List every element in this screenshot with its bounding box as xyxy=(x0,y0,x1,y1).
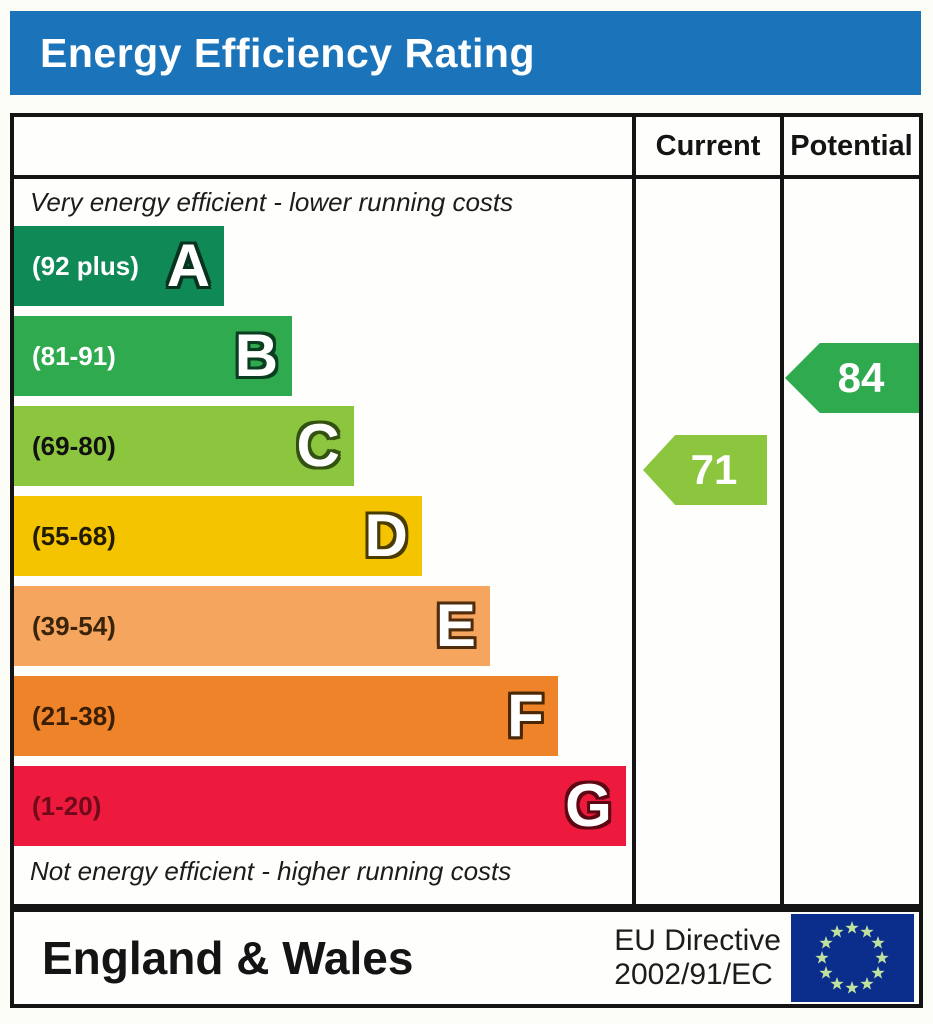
eu-flag-icon xyxy=(791,914,914,1002)
band-d-range: (55-68) xyxy=(32,520,116,551)
rating-scale: Very energy efficient - lower running co… xyxy=(14,179,632,904)
current-rating-arrow: 71 xyxy=(643,435,767,505)
eu-directive-label: EU Directive 2002/91/EC xyxy=(614,924,781,993)
band-a-letter: A xyxy=(166,232,211,299)
potential-rating-arrow: 84 xyxy=(785,343,919,413)
band-f-letter: F xyxy=(507,682,544,749)
top-caption: Very energy efficient - lower running co… xyxy=(30,187,514,217)
band-e: (39-54) E xyxy=(14,586,490,666)
band-e-letter: E xyxy=(435,592,476,659)
epc-rating-chart: Current Potential Very energy efficient … xyxy=(10,113,923,908)
band-g-range: (1-20) xyxy=(32,790,102,821)
band-e-range: (39-54) xyxy=(32,610,116,641)
current-column-header: Current xyxy=(655,129,761,162)
potential-rating-value: 84 xyxy=(837,354,885,401)
column-header-row: Current Potential xyxy=(14,117,919,179)
region-label: England & Wales xyxy=(42,932,414,984)
title-bar: Energy Efficiency Rating xyxy=(10,11,921,95)
eu-directive-line1: EU Directive xyxy=(614,923,781,957)
page-title: Energy Efficiency Rating xyxy=(40,29,536,76)
band-d: (55-68) D xyxy=(14,496,422,576)
band-b-letter: B xyxy=(234,322,279,389)
band-b-range: (81-91) xyxy=(32,340,116,371)
current-column-divider xyxy=(632,117,636,904)
band-c-letter: C xyxy=(296,412,340,479)
band-b: (81-91) B xyxy=(14,316,293,396)
bottom-caption: Not energy efficient - higher running co… xyxy=(30,856,512,886)
band-d-letter: D xyxy=(364,502,408,569)
band-c-range: (69-80) xyxy=(32,430,116,461)
footer: England & Wales EU Directive 2002/91/EC xyxy=(10,908,923,1008)
band-c: (69-80) C xyxy=(14,406,354,486)
potential-column-header: Potential xyxy=(790,129,913,162)
band-g-letter: G xyxy=(565,772,612,839)
current-rating-value: 71 xyxy=(690,446,738,493)
eu-directive-line2: 2002/91/EC xyxy=(614,958,773,991)
potential-column-divider xyxy=(780,117,784,904)
band-a-range: (92 plus) xyxy=(32,250,139,281)
band-a: (92 plus) A xyxy=(14,226,225,306)
band-g: (1-20) G xyxy=(14,766,626,846)
band-f-range: (21-38) xyxy=(32,700,116,731)
band-f: (21-38) F xyxy=(14,676,558,756)
